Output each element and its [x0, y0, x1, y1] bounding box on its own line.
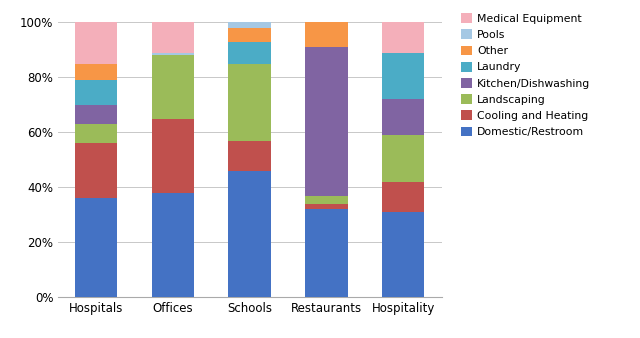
Bar	[305, 22, 348, 47]
Bar	[152, 55, 194, 119]
Bar	[382, 212, 424, 297]
Bar	[75, 143, 117, 198]
Bar	[228, 28, 271, 42]
Bar	[305, 204, 348, 210]
Bar	[75, 22, 117, 64]
Bar	[75, 124, 117, 143]
Bar	[152, 22, 194, 53]
Bar	[305, 47, 348, 196]
Bar	[75, 64, 117, 80]
Bar	[228, 22, 271, 28]
Bar	[382, 53, 424, 99]
Bar	[382, 135, 424, 182]
Bar	[305, 196, 348, 204]
Bar	[228, 141, 271, 171]
Bar	[228, 64, 271, 141]
Bar	[228, 171, 271, 297]
Bar	[382, 99, 424, 135]
Bar	[382, 182, 424, 212]
Bar	[75, 198, 117, 297]
Legend: Medical Equipment, Pools, Other, Laundry, Kitchen/Dishwashing, Landscaping, Cool: Medical Equipment, Pools, Other, Laundry…	[460, 12, 591, 138]
Bar	[305, 210, 348, 297]
Bar	[152, 53, 194, 55]
Bar	[382, 22, 424, 53]
Bar	[75, 105, 117, 124]
Bar	[152, 193, 194, 297]
Bar	[75, 80, 117, 105]
Bar	[152, 119, 194, 193]
Bar	[228, 42, 271, 64]
